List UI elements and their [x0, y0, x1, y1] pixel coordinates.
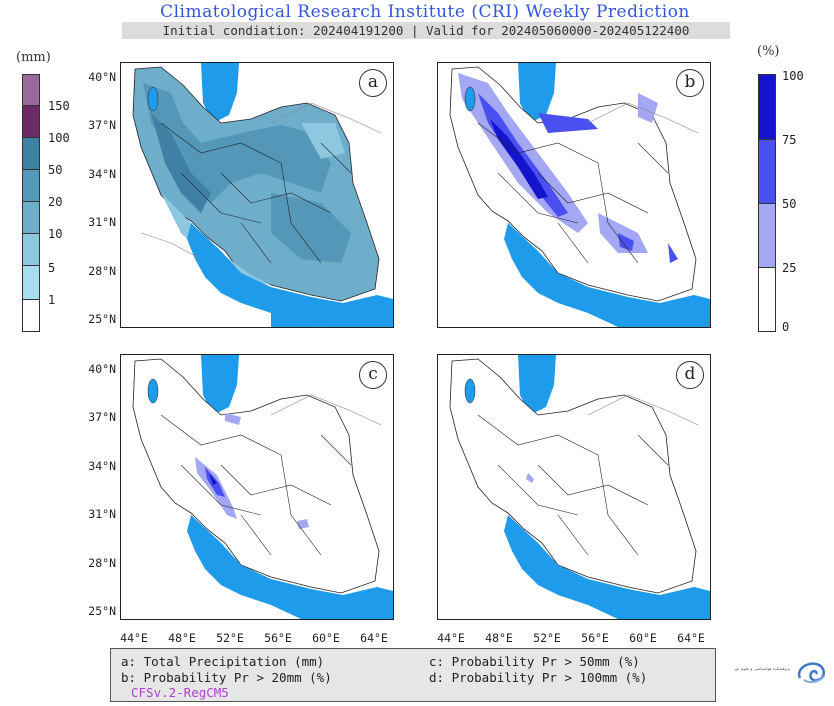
iran-outline	[449, 358, 697, 594]
lat-label: 25°N	[88, 312, 116, 326]
lat-label: 37°N	[88, 118, 116, 132]
lake-urmia	[147, 86, 159, 112]
panel-legend: a: Total Precipitation (mm) c: Probabili…	[110, 648, 716, 702]
colorbar-precipitation	[22, 74, 40, 332]
lon-label: 64°E	[360, 631, 388, 645]
forecast-period-banner: Initial condiation: 202404191200 | Valid…	[122, 22, 730, 39]
iran-outline	[132, 358, 380, 594]
colorbar-swatch	[23, 265, 39, 299]
map-panel-a: a	[120, 62, 394, 328]
colorbar-swatch	[23, 233, 39, 265]
lat-label: 40°N	[88, 70, 116, 84]
legend-item-b: b: Probability Pr > 20mm (%)	[121, 670, 332, 685]
lat-label: 34°N	[88, 459, 116, 473]
legend-item-a: a: Total Precipitation (mm)	[121, 654, 325, 669]
map-a-svg	[121, 63, 393, 327]
colorbar-swatch	[23, 105, 39, 137]
lon-label: 60°E	[629, 631, 657, 645]
colorbar-swatch	[759, 139, 775, 203]
lake-urmia	[147, 378, 159, 404]
colorbar-right-tick: 0	[782, 320, 790, 334]
colorbar-swatch	[759, 75, 775, 139]
lon-label: 56°E	[581, 631, 609, 645]
swirl-logo-icon	[797, 662, 825, 684]
lon-label: 44°E	[437, 631, 465, 645]
map-b-svg	[438, 63, 710, 327]
map-d-svg	[438, 355, 710, 619]
legend-item-d: d: Probability Pr > 100mm (%)	[429, 670, 648, 685]
caspian-sea	[518, 63, 556, 123]
caspian-sea	[201, 63, 239, 123]
lat-label: 28°N	[88, 556, 116, 570]
colorbar-swatch	[23, 137, 39, 169]
lon-label: 60°E	[312, 631, 340, 645]
colorbar-swatch	[759, 267, 775, 331]
colorbar-left-tick: 10	[48, 227, 63, 241]
colorbar-swatch	[23, 201, 39, 233]
lat-label: 37°N	[88, 410, 116, 424]
legend-item-c: c: Probability Pr > 50mm (%)	[429, 654, 640, 669]
colorbar-swatch	[23, 169, 39, 201]
persian-gulf	[504, 515, 710, 619]
probability-field-d	[526, 473, 534, 483]
map-c-svg	[121, 355, 393, 619]
panel-letter: b	[676, 69, 704, 97]
colorbar-swatch	[23, 75, 39, 105]
model-name: CFSv.2-RegCM5	[131, 685, 229, 700]
colorbar-left-tick: 1	[48, 293, 56, 307]
panel-letter: d	[676, 361, 704, 389]
caspian-sea	[201, 355, 239, 415]
lake-urmia	[464, 86, 476, 112]
lat-label: 34°N	[88, 167, 116, 181]
chart-title: Climatological Research Institute (CRI) …	[160, 2, 690, 22]
map-panel-d: d	[437, 354, 711, 620]
panel-letter: c	[359, 361, 387, 389]
map-panel-c: c	[120, 354, 394, 620]
colorbar-probability	[758, 74, 776, 332]
colorbar-swatch	[23, 299, 39, 331]
colorbar-right-tick: 100	[782, 69, 804, 83]
colorbar-swatch	[759, 203, 775, 267]
colorbar-left-tick: 100	[48, 131, 70, 145]
colorbar-left-tick: 20	[48, 195, 63, 209]
lat-label: 28°N	[88, 264, 116, 278]
colorbar-left-tick: 50	[48, 163, 63, 177]
lon-label: 48°E	[168, 631, 196, 645]
lon-label: 56°E	[264, 631, 292, 645]
institute-logo: پژوهشکده هواشناسی و علوم جو	[732, 660, 830, 690]
lat-label: 31°N	[88, 215, 116, 229]
lon-label: 52°E	[533, 631, 561, 645]
map-panel-b: b	[437, 62, 711, 328]
lat-label: 31°N	[88, 507, 116, 521]
logo-text: پژوهشکده هواشناسی و علوم جو	[735, 666, 790, 671]
lon-label: 64°E	[677, 631, 705, 645]
lake-urmia	[464, 378, 476, 404]
colorbar-left-unit: (mm)	[16, 50, 51, 65]
persian-gulf	[504, 223, 710, 327]
lat-label: 25°N	[88, 604, 116, 618]
colorbar-left-tick: 150	[48, 99, 70, 113]
lat-label: 40°N	[88, 362, 116, 376]
lon-label: 52°E	[216, 631, 244, 645]
lon-label: 44°E	[120, 631, 148, 645]
colorbar-right-unit: (%)	[757, 44, 780, 59]
colorbar-right-tick: 50	[782, 197, 797, 211]
caspian-sea	[518, 355, 556, 415]
colorbar-left-tick: 5	[48, 261, 56, 275]
persian-gulf	[187, 515, 393, 619]
panel-letter: a	[359, 69, 387, 97]
colorbar-right-tick: 75	[782, 133, 797, 147]
colorbar-right-tick: 25	[782, 261, 797, 275]
persian-gulf	[187, 223, 393, 327]
lon-label: 48°E	[485, 631, 513, 645]
